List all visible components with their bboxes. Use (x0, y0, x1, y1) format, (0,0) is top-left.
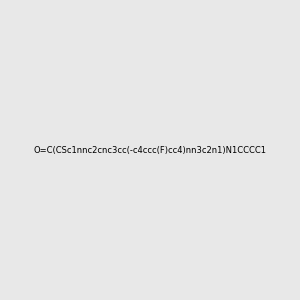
Text: O=C(CSc1nnc2cnc3cc(-c4ccc(F)cc4)nn3c2n1)N1CCCC1: O=C(CSc1nnc2cnc3cc(-c4ccc(F)cc4)nn3c2n1)… (34, 146, 266, 154)
